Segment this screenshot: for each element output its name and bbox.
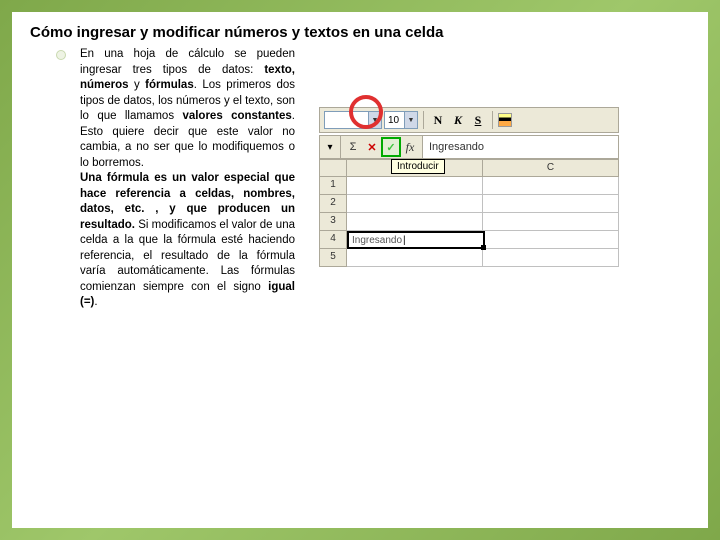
body-text: En una hoja de cálculo se pueden ingresa… xyxy=(80,47,295,311)
bullet-icon xyxy=(56,50,66,60)
column-header[interactable]: C xyxy=(483,159,619,177)
tooltip: Introducir xyxy=(391,159,445,174)
row-header[interactable]: 1 xyxy=(319,177,347,195)
text-bold: valores constantes xyxy=(182,110,291,122)
cell[interactable] xyxy=(347,195,483,213)
accept-check-icon[interactable]: ✓ xyxy=(382,138,400,156)
text-bold: fórmulas xyxy=(145,79,194,91)
formula-input[interactable]: Ingresando xyxy=(422,135,619,159)
slide-title: Cómo ingresar y modificar números y text… xyxy=(30,24,690,41)
italic-button[interactable]: K xyxy=(449,111,467,129)
text-run: y xyxy=(129,79,146,91)
cell[interactable] xyxy=(347,213,483,231)
row-header[interactable]: 3 xyxy=(319,213,347,231)
cell[interactable] xyxy=(483,195,619,213)
active-cell[interactable]: Ingresando xyxy=(347,231,485,249)
screenshot-panel: ▼ 10 ▼ N K S ▾ Σ ✕ ✓ fx xyxy=(319,47,690,311)
bold-button[interactable]: N xyxy=(429,111,447,129)
cell[interactable] xyxy=(483,249,619,267)
cell[interactable] xyxy=(485,231,620,249)
separator xyxy=(492,111,493,129)
highlight-circle-icon xyxy=(349,95,383,129)
cancel-icon[interactable]: ✕ xyxy=(363,138,381,156)
text-run: . xyxy=(94,296,97,308)
spreadsheet-grid: C 1 2 3 4 In xyxy=(319,159,619,267)
font-size-value: 10 xyxy=(388,115,399,126)
row-header[interactable]: 2 xyxy=(319,195,347,213)
text-run: En una hoja de cálculo se pueden ingresa… xyxy=(80,48,295,76)
name-box-dropdown[interactable]: ▾ xyxy=(319,135,341,159)
separator xyxy=(423,111,424,129)
fx-icon[interactable]: fx xyxy=(401,138,419,156)
cell[interactable] xyxy=(483,177,619,195)
row-header[interactable]: 5 xyxy=(319,249,347,267)
select-all-corner[interactable] xyxy=(319,159,347,177)
row-header[interactable]: 4 xyxy=(319,231,347,249)
formula-bar: ▾ Σ ✕ ✓ fx Ingresando xyxy=(319,135,619,159)
color-button[interactable] xyxy=(498,113,512,127)
cell[interactable] xyxy=(347,177,483,195)
underline-button[interactable]: S xyxy=(469,111,487,129)
font-size-dropdown[interactable]: 10 ▼ xyxy=(384,111,418,129)
cell[interactable] xyxy=(347,249,483,267)
chevron-down-icon: ▼ xyxy=(404,112,417,128)
cell[interactable] xyxy=(483,213,619,231)
sum-icon[interactable]: Σ xyxy=(344,138,362,156)
